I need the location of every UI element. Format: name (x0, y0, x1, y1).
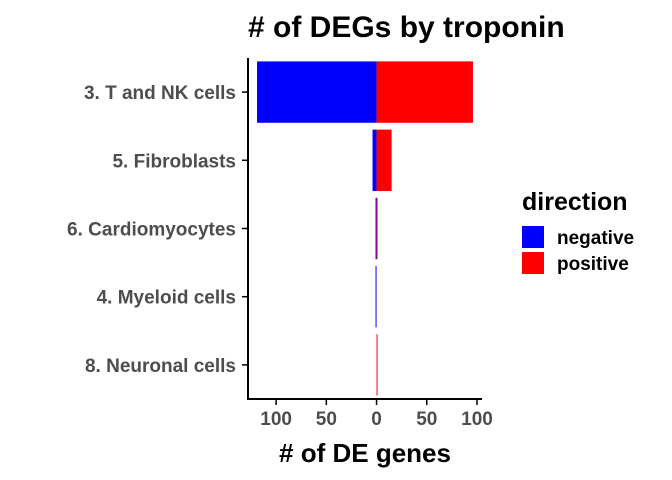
legend-key-positive (522, 252, 544, 274)
category-label: 4. Myeloid cells (97, 288, 236, 309)
legend-title: direction (522, 188, 628, 216)
bar-negative-3 (375, 197, 377, 260)
bar-negative-4 (375, 266, 377, 328)
bar-negative-1 (257, 61, 377, 123)
x-tick-label: 50 (316, 409, 337, 430)
x-tick-label: 0 (371, 409, 382, 430)
x-tick-label: 100 (260, 409, 292, 430)
bars (257, 61, 473, 396)
bar-positive-5 (376, 334, 378, 396)
bar-positive-1 (376, 61, 473, 123)
x-axis-title: # of DE genes (279, 438, 451, 468)
x-tick-label: 50 (416, 409, 437, 430)
category-labels: 3. T and NK cells 5. Fibroblasts 6. Cardio… (67, 83, 248, 377)
legend-label-negative: negative (557, 228, 634, 249)
legend-label-positive: positive (557, 254, 629, 275)
chart-title: # of DEGs by troponin (248, 11, 565, 44)
bar-positive-3 (376, 197, 378, 260)
bar-negative-2 (372, 129, 377, 191)
bar-positive-2 (376, 129, 392, 191)
category-label: 3. T and NK cells (84, 83, 236, 104)
x-ticks: 100 50 0 50 100 (260, 399, 493, 430)
legend-key-negative (522, 226, 544, 248)
category-label: 5. Fibroblasts (112, 151, 236, 172)
legend: direction negative positive (522, 188, 634, 275)
x-tick-label: 100 (461, 409, 493, 430)
category-label: 6. Cardiomyocytes (67, 220, 236, 241)
category-label: 8. Neuronal cells (85, 356, 236, 377)
